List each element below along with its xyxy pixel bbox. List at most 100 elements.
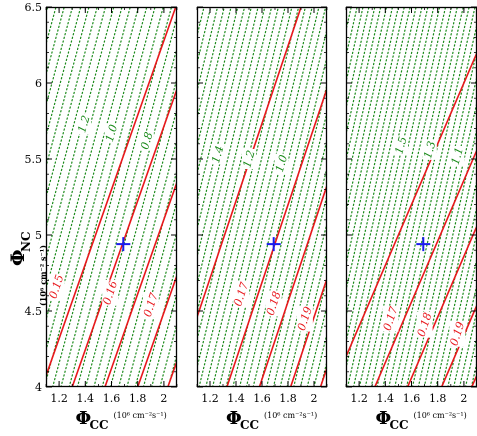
panel-2-green-contour-23 <box>252 82 327 387</box>
panel-1-x-axis-unit: (10⁶ cm⁻²s⁻¹) <box>114 411 167 420</box>
panel-1-green-contour-18 <box>85 45 177 387</box>
panel-2-green-contour-12 <box>197 7 273 315</box>
panel-3-x-axis-symbol: Φ <box>376 408 392 429</box>
panel-2-green-contour-18 <box>218 7 313 387</box>
panel-1-green-contour-7 <box>46 7 98 200</box>
panel-1-green-contour-20 <box>101 106 177 387</box>
panel-1-green-contour-5 <box>46 7 82 139</box>
panel-1-x-tick-label-3: 1.8 <box>129 392 147 405</box>
panel-1-green-contour-6 <box>46 7 90 169</box>
panel-2-green-contour-14 <box>197 7 286 371</box>
panel-1-green-contour-29 <box>175 382 177 387</box>
panel-1-red-contour-2 <box>104 179 177 387</box>
panel-3-plot-area: 0.17 0.18 0.191.5 1.3 1.1 <box>346 7 477 387</box>
y-tick-label-2: 5 <box>35 229 42 242</box>
panel-2-green-contour-13 <box>197 7 279 343</box>
panel-3-green-label-1: 1.3 <box>421 140 438 160</box>
panel-1-x-tick-label-1: 1.4 <box>77 392 95 405</box>
panel-2-green-label-2: 1.0 <box>273 153 290 173</box>
panel-2-green-contour-21 <box>239 26 327 387</box>
panel-2-green-contour-16 <box>205 7 300 387</box>
panel-3-green-contour-11 <box>346 7 405 267</box>
panel-2-x-tick-label-2: 1.6 <box>253 392 271 405</box>
panel-1-green-contour-3 <box>46 7 65 77</box>
panel-3-green-contour-5 <box>346 7 370 111</box>
panel-2-best-fit-marker <box>266 237 281 252</box>
panel-2-red-contour-1 <box>226 86 327 387</box>
panel-2-green-contour-8 <box>197 7 246 205</box>
panel-3-red-contour-3 <box>440 302 477 387</box>
panel-1-green-contour-25 <box>142 260 177 387</box>
panel-1-green-contour-8 <box>46 7 107 231</box>
panel-1-red-contour-3 <box>136 272 177 387</box>
panel-3-green-contour-28 <box>417 125 477 387</box>
y-tick-label-3: 5.5 <box>25 153 43 166</box>
panel-2-x-axis-subscript: CC <box>240 418 259 432</box>
panel-2-green-contour-26 <box>272 165 327 387</box>
panel-1-x-axis-subscript: CC <box>90 418 109 432</box>
panel-2-green-contour-6 <box>197 7 232 149</box>
panel-2-green-label-1: 1.2 <box>240 149 257 169</box>
panel-3-green-contour-25 <box>400 47 477 387</box>
panel-3-green-contour-10 <box>346 7 399 241</box>
panel-2-green-contour-15 <box>198 7 293 387</box>
y-axis-subscript: NC <box>19 231 33 252</box>
panel-3-x-axis-unit: (10⁶ cm⁻²s⁻¹) <box>414 411 467 420</box>
panel-3-green-contour-4 <box>346 7 364 85</box>
panel-3-green-contour-29 <box>423 151 477 387</box>
panel-2-x-axis-symbol: Φ <box>226 408 242 429</box>
panel-2-green-contour-24 <box>259 109 327 387</box>
panel-3-green-contour-12 <box>346 7 411 293</box>
y-axis-symbol: Φ <box>7 249 29 266</box>
panel-3-x-tick-label-1: 1.4 <box>377 392 395 405</box>
panel-1-green-contour-26 <box>151 290 177 387</box>
panel-2-green-contour-1 <box>197 7 198 11</box>
panel-3-green-contour-19 <box>364 7 453 387</box>
y-tick-label-1: 4.5 <box>25 305 43 318</box>
panel-3-green-contour-8 <box>346 7 388 189</box>
panel-2-green-contour-22 <box>245 54 327 387</box>
panel-3-green-contour-24 <box>394 21 477 387</box>
panel-3-green-contour-16 <box>346 7 435 387</box>
panel-2-green-contour-25 <box>266 137 327 387</box>
panel-2-green-contour-10 <box>197 7 259 260</box>
panel-1-frame <box>45 6 178 388</box>
panels-layer: 0.15 0.16 0.171.2 1.0 0.80.17 0.180.191.4 1.2 1… <box>0 7 477 387</box>
panel-3-x-axis-subscript: CC <box>390 418 409 432</box>
panel-1-x-axis-label: ΦCC (10⁶ cm⁻²s⁻¹) <box>76 408 167 432</box>
panel-1-green-contour-11 <box>46 7 131 323</box>
panel-2-green-contour-31 <box>306 303 327 387</box>
panel-2-green-contour-11 <box>197 7 266 288</box>
panel-3-x-tick-label-2: 1.6 <box>403 392 421 405</box>
panel-3-green-contour-14 <box>346 7 423 345</box>
panel-2-x-axis-unit: (10⁶ cm⁻²s⁻¹) <box>264 411 317 420</box>
panel-3-green-contour-15 <box>346 7 429 371</box>
panel-3-green-contour-18 <box>358 7 447 387</box>
panel-3-green-contour-6 <box>346 7 376 137</box>
panel-1-green-contour-19 <box>93 76 177 387</box>
panel-1-red-contour-0 <box>46 7 177 379</box>
panel-3-green-contour-35 <box>458 307 477 387</box>
panel-2-x-tick-label-1: 1.4 <box>227 392 245 405</box>
panel-2-plot-area: 0.17 0.180.191.4 1.2 1.0 <box>197 7 327 387</box>
panel-3-green-contour-13 <box>346 7 417 319</box>
panel-3-x-tick-label-0: 1.2 <box>350 392 368 405</box>
panel-1-x-tick-label-0: 1.2 <box>50 392 68 405</box>
panel-2-green-contour-9 <box>197 7 252 232</box>
panel-3-green-contour-17 <box>352 7 441 387</box>
panel-2-green-contour-17 <box>211 7 307 387</box>
panel-2-green-contour-30 <box>299 275 327 387</box>
panel-1-x-tick-label-4: 2 <box>160 392 167 405</box>
panel-3-green-contour-9 <box>346 7 394 215</box>
panel-1-green-contour-2 <box>46 7 57 47</box>
panel-3-green-label-2: 1.1 <box>449 146 466 166</box>
panel-1-green-contour-14 <box>52 7 156 387</box>
panel-1-green-label-0: 1.2 <box>75 114 92 134</box>
panel-1-green-contour-0 <box>0 7 39 387</box>
y-axis-label: Φ NC (10⁶ cm⁻² s⁻¹) <box>7 231 48 306</box>
panel-1-green-contour-1 <box>46 7 49 16</box>
y-axis-unit: (10⁶ cm⁻² s⁻¹) <box>38 245 48 306</box>
panel-2-x-tick-label-3: 1.8 <box>279 392 297 405</box>
